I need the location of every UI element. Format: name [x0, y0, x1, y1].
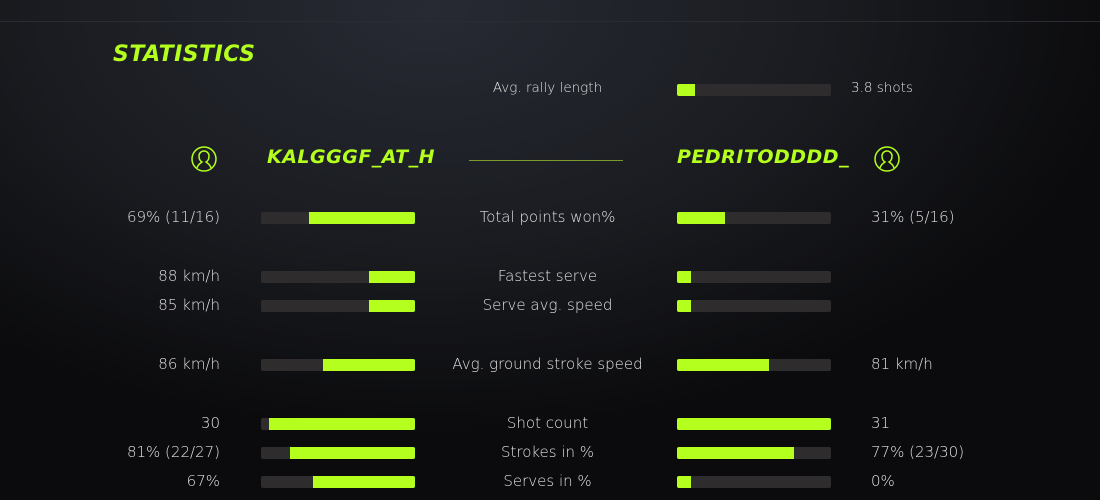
right-value: 31% (5/16) — [871, 208, 955, 226]
right-bar — [677, 418, 831, 430]
right-bar — [677, 476, 831, 488]
right-value: 77% (23/30) — [871, 443, 965, 461]
user-circle-icon — [874, 146, 900, 172]
left-bar-fill — [368, 300, 415, 312]
stat-row: 88 km/h Fastest serve — [0, 267, 1100, 287]
left-value: 30 — [200, 414, 220, 432]
left-bar — [261, 418, 415, 430]
right-bar — [677, 271, 831, 283]
left-bar-fill — [322, 359, 415, 371]
left-value: 86 km/h — [158, 355, 220, 373]
left-bar-fill — [268, 418, 415, 430]
left-value: 69% (11/16) — [126, 208, 220, 226]
left-bar-fill — [308, 212, 415, 224]
stat-label: Avg. ground stroke speed — [452, 355, 643, 373]
stat-label: Shot count — [506, 414, 589, 432]
right-value: 31 — [871, 414, 891, 432]
stat-row: 67% Serves in % 0% — [0, 472, 1100, 492]
right-bar — [677, 212, 831, 224]
left-bar — [261, 271, 415, 283]
rally-bar-fill — [677, 84, 696, 96]
right-bar-fill — [677, 212, 725, 224]
stat-row: 69% (11/16) Total points won% 31% (5/16) — [0, 208, 1100, 228]
stat-row: 85 km/h Serve avg. speed — [0, 296, 1100, 316]
right-value: 81 km/h — [871, 355, 933, 373]
right-bar-fill — [677, 418, 831, 430]
stat-label: Total points won% — [479, 208, 616, 226]
player-right-name: PEDRITODDDD_ — [677, 146, 850, 168]
stat-label: Strokes in % — [500, 443, 595, 461]
stat-label: Serve avg. speed — [482, 296, 613, 314]
stat-label: Serves in % — [503, 472, 592, 490]
right-bar — [677, 359, 831, 371]
left-bar — [261, 476, 415, 488]
left-bar — [261, 300, 415, 312]
user-circle-icon — [191, 146, 217, 172]
vs-divider — [469, 160, 623, 161]
left-bar — [261, 447, 415, 459]
left-bar — [261, 212, 415, 224]
right-bar-fill — [677, 476, 691, 488]
stat-row: 81% (22/27) Strokes in % 77% (23/30) — [0, 443, 1100, 463]
player-left-name: KALGGGF_AT_H — [267, 146, 436, 168]
right-bar-fill — [677, 447, 795, 459]
left-bar-fill — [368, 271, 415, 283]
rally-value: 3.8 shots — [851, 80, 913, 96]
stat-row: 30 Shot count 31 — [0, 414, 1100, 434]
right-bar-fill — [677, 359, 770, 371]
right-bar-fill — [677, 271, 691, 283]
rally-bar — [677, 84, 831, 96]
right-bar — [677, 300, 831, 312]
left-bar-fill — [290, 447, 415, 459]
rally-row: Avg. rally length 3.8 shots — [0, 80, 1100, 100]
stat-label: Fastest serve — [497, 267, 598, 285]
left-value: 85 km/h — [158, 296, 220, 314]
right-bar — [677, 447, 831, 459]
left-value: 88 km/h — [158, 267, 220, 285]
right-bar-fill — [677, 300, 691, 312]
stat-row: 86 km/h Avg. ground stroke speed 81 km/h — [0, 355, 1100, 375]
page-title: STATISTICS — [113, 42, 256, 67]
left-bar — [261, 359, 415, 371]
top-divider — [0, 21, 1100, 22]
rally-label: Avg. rally length — [492, 80, 603, 96]
left-value: 67% — [186, 472, 220, 490]
right-value: 0% — [871, 472, 895, 490]
left-value: 81% (22/27) — [126, 443, 220, 461]
left-bar-fill — [313, 476, 415, 488]
